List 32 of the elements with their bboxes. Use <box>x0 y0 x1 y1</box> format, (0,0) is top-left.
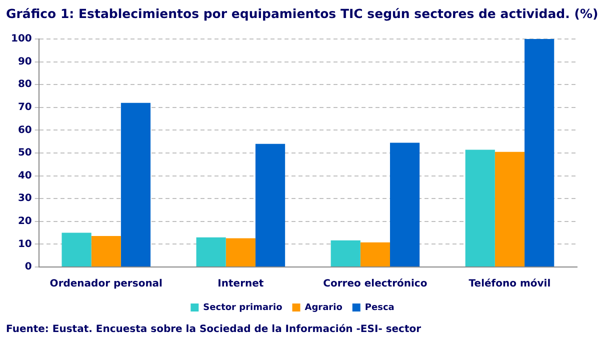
y-tick-label: 40 <box>18 170 32 182</box>
y-tick-label: 0 <box>24 262 32 273</box>
legend-label: Agrario <box>304 302 342 313</box>
bar <box>255 144 286 266</box>
chart-title: Gráfico 1: Establecimientos por equipamientos TIC según sectores de actividad. (%) <box>6 6 598 21</box>
x-tick-label: Teléfono móvil <box>468 278 551 290</box>
y-tick-label: 20 <box>18 216 32 227</box>
bar <box>120 102 151 266</box>
bar <box>465 150 495 266</box>
legend-label: Sector primario <box>203 302 282 313</box>
y-tick-label: 100 <box>11 34 32 45</box>
y-tick-label: 90 <box>18 56 32 68</box>
bar <box>360 242 390 266</box>
bar <box>196 237 226 266</box>
y-tick-label: 80 <box>18 79 32 90</box>
bar <box>494 152 525 266</box>
y-tick-label: 60 <box>18 124 32 136</box>
y-tick-label: 10 <box>18 238 32 250</box>
x-tick-label: Internet <box>218 278 264 290</box>
bar <box>91 236 121 266</box>
source-note: Fuente: Eustat. Encuesta sobre la Sociedad de la Información -ESI- sector <box>6 324 422 335</box>
bar <box>524 39 554 266</box>
legend-label: Pesca <box>364 302 394 313</box>
y-tick-label: 70 <box>18 102 32 113</box>
x-tick-label: Correo electrónico <box>323 278 428 290</box>
x-tick-label: Ordenador personal <box>50 278 162 290</box>
bar <box>390 142 420 266</box>
bar <box>330 240 360 266</box>
y-tick-label: 30 <box>18 193 32 204</box>
bar <box>226 238 256 266</box>
bar <box>62 232 92 266</box>
y-tick-label: 50 <box>18 148 32 159</box>
